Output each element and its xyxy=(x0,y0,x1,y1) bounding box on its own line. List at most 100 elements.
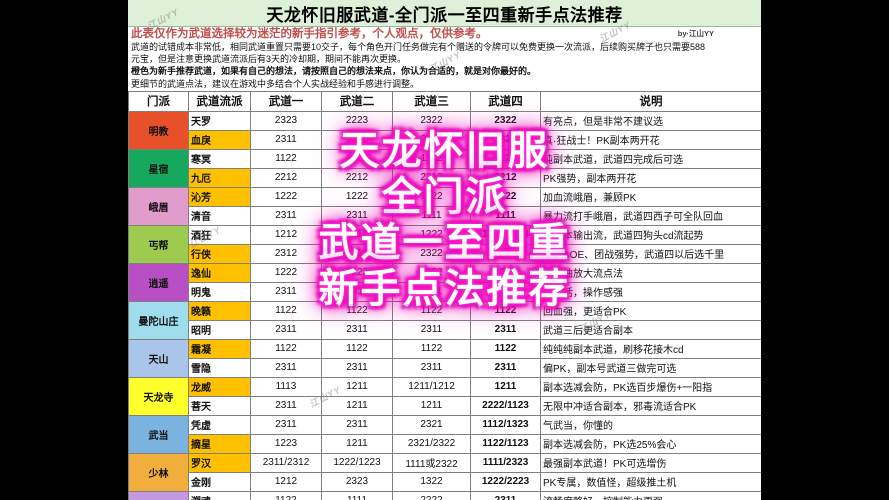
wudao-2-cell: 1122 xyxy=(321,148,393,169)
col-header-style: 武道流派 xyxy=(188,90,251,112)
wudao-2-cell: 1212 xyxy=(321,224,393,245)
table-row: 明鬼 2311 2311 2311 2311 更灵活，操作感强 xyxy=(129,281,761,302)
wudao-4-cell: 1222/2223 xyxy=(470,471,541,492)
wudao-3-cell: 2321 xyxy=(392,414,471,435)
wudao-3-cell: 2222 xyxy=(392,490,471,500)
wudao-3-cell: 1322 xyxy=(392,471,471,492)
style-name-cell: 血戾 xyxy=(188,129,251,150)
wudao-1-cell: 1212 xyxy=(250,224,322,245)
wudao-1-cell: 1113 xyxy=(250,376,322,397)
description-cell: 加血流峨眉，兼顾PK xyxy=(540,186,761,207)
wudao-2-cell: 1122 xyxy=(321,338,393,359)
note-red-row: 此表仅作为武道选择较为迷茫的新手指引参考，个人观点，仅供参考。 by·江山YY xyxy=(131,28,758,41)
style-name-cell: 寒冥 xyxy=(188,148,251,169)
col-header-sect: 门派 xyxy=(128,90,189,112)
wudao-3-cell: 1111或2322 xyxy=(392,452,471,473)
wudao-4-cell: 2311 xyxy=(470,357,541,378)
style-name-cell: 天罗 xyxy=(188,110,251,131)
wudao-4-cell: 1222/1123 xyxy=(470,224,541,245)
wudao-2-cell: 2311 xyxy=(321,357,393,378)
wudao-2-cell: 1222 xyxy=(321,129,393,150)
wudao-4-cell: 2322 xyxy=(470,129,541,150)
wudao-1-cell: 2312 xyxy=(250,243,322,264)
wudao-3-cell: 2311 xyxy=(392,319,471,340)
wudao-1-cell: 2311/2312 xyxy=(250,452,322,473)
table-row: 天龙寺 龙威 1113 1211 1211/1212 1211 副本选减会防，PK选百步爆伤… xyxy=(128,376,761,416)
table-row: 九厄 2212 2212 2212 2212 PK强势，副本两开花 xyxy=(129,167,761,188)
description-cell: 气武当，你懂的 xyxy=(540,414,761,435)
col-header-wudao-4: 武道四 xyxy=(470,90,541,112)
wudao-4-cell: 1122/1123 xyxy=(470,433,541,454)
style-name-cell: 逸仙 xyxy=(188,262,251,283)
style-name-cell: 雪隐 xyxy=(188,357,251,378)
wudao-2-cell: 1111 xyxy=(321,490,393,500)
style-name-cell: 酒狂 xyxy=(188,224,251,245)
wudao-3-cell: 2311 xyxy=(392,129,471,150)
wudao-1-cell: 2311 xyxy=(250,205,322,226)
wudao-2-cell: 2311 xyxy=(321,414,393,435)
wudao-1-cell: 1222 xyxy=(250,186,322,207)
table-row: 恶人谷溯魂1122111122222311流畅度略好，控制能力更强 xyxy=(128,490,761,500)
table-row: 摘星 1223 1211 2321/2322 1122/1123 副本选减会防，PK选25… xyxy=(129,433,761,454)
table-row: 逍遥 逸仙 1222 1222 1222 1222 万金油放大流点法 xyxy=(128,262,761,302)
style-name-cell: 昭明 xyxy=(188,319,251,340)
sect-name-cell: 丐帮 xyxy=(128,224,189,264)
title-banner: 天龙怀旧服武道-全门派一至四重新手点法推荐 xyxy=(128,0,761,27)
table-row: 昭明 2311 2311 2311 2311 武道三后更适合副本 xyxy=(129,319,761,340)
wudao-4-cell: 2222/1123 xyxy=(470,395,541,416)
wudao-4-cell: 1111 xyxy=(470,205,541,226)
table-row: 雪隐 2311 2311 2311 2311 偏PK，副本号武道三做完可选 xyxy=(129,357,761,378)
wudao-3-cell: 1222 xyxy=(392,224,471,245)
description-cell: 副本选减会防，PK选25%会心 xyxy=(540,433,761,454)
style-name-cell: 摘星 xyxy=(188,433,251,454)
wudao-2-cell: 2311 xyxy=(321,205,393,226)
wudao-4-cell: 1122 xyxy=(470,186,541,207)
style-name-cell: 行侠 xyxy=(188,243,251,264)
wudao-2-cell: 1222 xyxy=(321,262,393,283)
description-cell: PK专属，数值怪，超级推土机 xyxy=(540,471,761,492)
wudao-2-cell: 2312 xyxy=(321,243,393,264)
description-cell: 有亮点，但是非常不建议选 xyxy=(540,110,761,131)
table-row: 金刚 1212 2323 1322 1222/2223 PK专属，数值怪，超级推土机 xyxy=(129,471,761,492)
table-header-row: 门派 武道流派 武道一 武道二 武道三 武道四 说明 xyxy=(128,90,761,112)
wudao-2-cell: 2311 xyxy=(321,281,393,302)
note-line-1: 武道的试错成本非常低，相同武道重置只需要10交子，每个角色开门任务做完有个赠送的… xyxy=(131,42,706,52)
table-row: 天山 霜凝 1122 1122 1122 1122 纯纯纯副本武道，刷移花接木cd xyxy=(128,338,761,378)
wudao-4-cell: 2311 xyxy=(470,281,541,302)
description-cell: 最强副本武道！PK可选增伤 xyxy=(540,452,761,473)
style-name-cell: 九厄 xyxy=(188,167,251,188)
table-row: 血戾 2311 1222 2311 2322 真·狂战士！PK副本两开花 xyxy=(129,129,761,150)
wudao-4-cell: 2212 xyxy=(470,167,541,188)
wudao-2-cell: 1211 xyxy=(321,395,393,416)
wudao-3-cell: 2212 xyxy=(392,167,471,188)
wudao-2-cell: 2311 xyxy=(321,319,393,340)
wudao-4-cell: 1112/1323 xyxy=(470,414,541,435)
col-header-desc: 说明 xyxy=(540,90,761,112)
description-cell: 偏副本输出流，武道四狗头cd流起势 xyxy=(540,224,761,245)
wudao-1-cell: 1122 xyxy=(250,148,322,169)
wudao-table: 门派 武道流派 武道一 武道二 武道三 武道四 说明 明教 天罗 2323 2223 2… xyxy=(128,90,761,500)
col-header-wudao-3: 武道三 xyxy=(392,90,471,112)
description-cell: 更灵活，操作感强 xyxy=(540,281,761,302)
wudao-1-cell: 2311 xyxy=(250,395,322,416)
description-cell: PK强势，副本两开花 xyxy=(540,167,761,188)
sect-name-cell: 天山 xyxy=(128,338,189,378)
wudao-3-cell: 1211 xyxy=(392,395,471,416)
wudao-2-cell: 2323 xyxy=(321,471,393,492)
wudao-3-cell: 2321/2322 xyxy=(392,433,471,454)
wudao-3-cell: 2322 xyxy=(392,243,471,264)
description-cell: 副本AOE、团战强势，武道四以后选千里 xyxy=(540,243,761,264)
wudao-4-cell: 1111/2323 xyxy=(470,452,541,473)
sect-name-cell: 天龙寺 xyxy=(128,376,189,416)
table-row: 明教 天罗 2323 2223 2322 2322 有亮点，但是非常不建议选 xyxy=(128,110,761,150)
table-body: 明教 天罗 2323 2223 2322 2322 有亮点，但是非常不建议选 血戾 2311 12… xyxy=(128,110,761,500)
style-name-cell: 菩天 xyxy=(188,395,251,416)
description-cell: 纯副本武道，武道四完成后可选 xyxy=(540,148,761,169)
wudao-2-cell: 1222 xyxy=(321,186,393,207)
wudao-1-cell: 2311 xyxy=(250,319,322,340)
wudao-4-cell: 2322 xyxy=(470,110,541,131)
wudao-2-cell: 2212 xyxy=(321,167,393,188)
note-line-2: 元宝，但是注意更换武道流派后有3天的冷却期，期间不能再次更换。 xyxy=(131,54,407,65)
wudao-4-cell: 1211 xyxy=(470,376,541,397)
